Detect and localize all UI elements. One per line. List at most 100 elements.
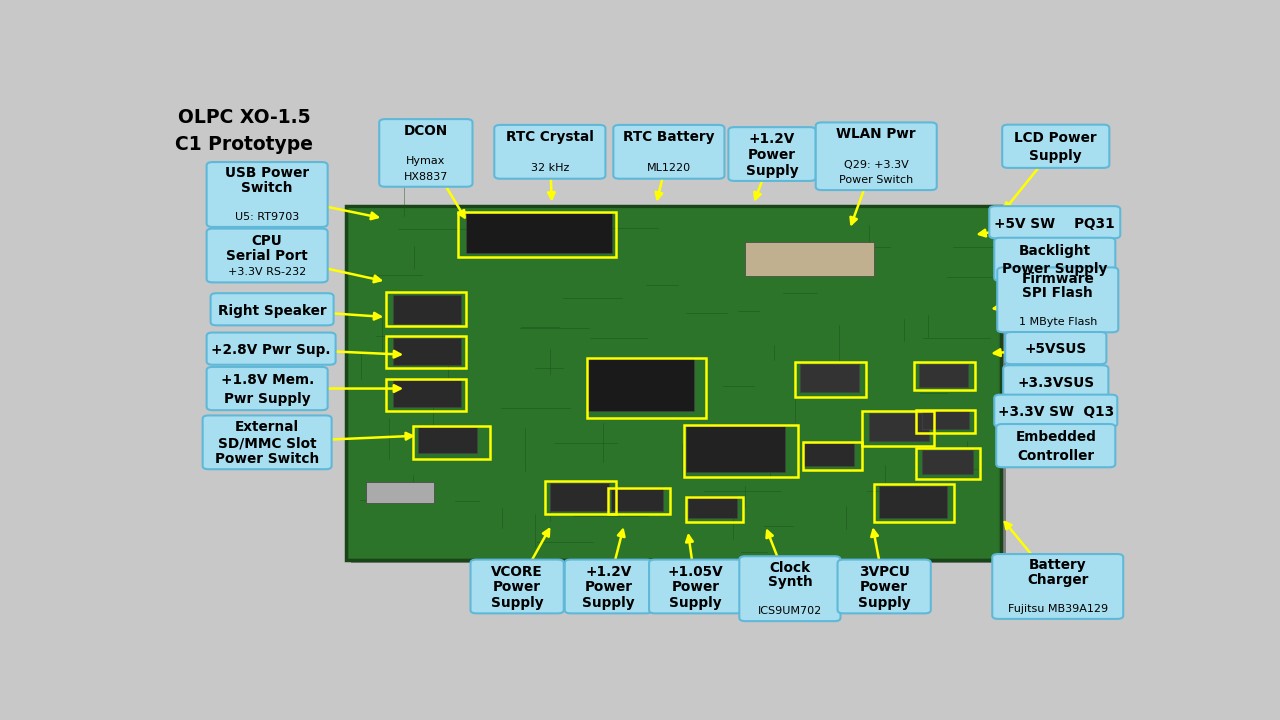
Bar — [869, 413, 929, 441]
Bar — [863, 411, 934, 446]
Text: OLPC XO-1.5
C1 Prototype: OLPC XO-1.5 C1 Prototype — [175, 108, 314, 153]
Text: Supply: Supply — [1029, 149, 1082, 163]
Text: Q29: +3.3V: Q29: +3.3V — [844, 160, 909, 170]
Text: +3.3V RS-232: +3.3V RS-232 — [228, 267, 306, 277]
Text: +5VSUS: +5VSUS — [1025, 342, 1087, 356]
Text: U5: RT9703: U5: RT9703 — [236, 212, 300, 222]
FancyBboxPatch shape — [995, 238, 1115, 281]
FancyBboxPatch shape — [206, 162, 328, 227]
Bar — [686, 497, 744, 521]
Text: Supply: Supply — [582, 596, 635, 610]
Text: +5V SW    PQ31: +5V SW PQ31 — [995, 217, 1115, 230]
Bar — [879, 485, 947, 518]
Text: Power: Power — [672, 580, 719, 594]
FancyBboxPatch shape — [992, 554, 1124, 619]
Text: SPI Flash: SPI Flash — [1023, 287, 1093, 300]
FancyBboxPatch shape — [211, 293, 334, 325]
Text: Firmware: Firmware — [1021, 271, 1094, 286]
Bar — [922, 449, 974, 474]
Text: +1.2V: +1.2V — [585, 564, 631, 579]
Text: Controller: Controller — [1018, 449, 1094, 463]
Text: Supply: Supply — [858, 596, 910, 610]
FancyBboxPatch shape — [494, 125, 605, 179]
Text: Power: Power — [493, 580, 541, 594]
Bar — [803, 442, 863, 470]
Bar — [586, 358, 694, 410]
FancyBboxPatch shape — [1005, 332, 1106, 364]
Bar — [745, 242, 874, 276]
Text: Right Speaker: Right Speaker — [218, 304, 326, 318]
Text: SD/MMC Slot: SD/MMC Slot — [218, 436, 316, 450]
Bar — [387, 292, 466, 326]
Bar — [545, 481, 617, 514]
FancyBboxPatch shape — [206, 367, 328, 410]
Text: Clock: Clock — [769, 561, 810, 575]
Bar — [413, 426, 490, 459]
Text: DCON: DCON — [403, 124, 448, 138]
Bar — [800, 364, 859, 392]
Text: +1.2V: +1.2V — [749, 132, 795, 146]
FancyBboxPatch shape — [837, 559, 931, 613]
FancyBboxPatch shape — [206, 333, 335, 365]
Text: External: External — [236, 420, 300, 434]
Bar — [916, 410, 975, 433]
Bar — [417, 427, 477, 454]
Text: Embedded: Embedded — [1015, 431, 1096, 444]
Text: ICS9UM702: ICS9UM702 — [758, 606, 822, 616]
FancyBboxPatch shape — [206, 229, 328, 282]
Bar — [387, 379, 466, 410]
FancyBboxPatch shape — [349, 208, 998, 557]
Text: RTC Battery: RTC Battery — [623, 130, 714, 144]
FancyBboxPatch shape — [379, 119, 472, 186]
Bar — [608, 487, 669, 514]
Bar — [366, 482, 434, 503]
Text: Power: Power — [585, 580, 632, 594]
Bar — [550, 483, 609, 510]
Text: Supply: Supply — [669, 596, 722, 610]
Text: Synth: Synth — [768, 575, 813, 589]
Text: 3VPCU: 3VPCU — [859, 564, 910, 579]
Text: 1 MByte Flash: 1 MByte Flash — [1019, 318, 1097, 328]
Bar — [919, 364, 969, 387]
Text: CPU: CPU — [252, 233, 283, 248]
Text: +1.8V Mem.: +1.8V Mem. — [220, 373, 314, 387]
Text: Power: Power — [748, 148, 796, 162]
Bar — [916, 449, 980, 479]
FancyBboxPatch shape — [649, 559, 742, 613]
Text: VCORE: VCORE — [492, 564, 543, 579]
FancyBboxPatch shape — [728, 127, 815, 181]
Bar — [393, 380, 461, 407]
FancyBboxPatch shape — [815, 122, 937, 190]
Bar — [393, 338, 461, 365]
Text: Supply: Supply — [490, 596, 544, 610]
Text: Power Switch: Power Switch — [215, 452, 319, 466]
Text: Power Supply: Power Supply — [1002, 262, 1107, 276]
Text: +3.3VSUS: +3.3VSUS — [1018, 376, 1094, 390]
Bar — [803, 443, 855, 466]
FancyBboxPatch shape — [997, 267, 1119, 332]
FancyBboxPatch shape — [740, 557, 841, 621]
FancyBboxPatch shape — [352, 208, 1006, 563]
FancyBboxPatch shape — [471, 559, 563, 613]
Text: Backlight: Backlight — [1019, 244, 1091, 258]
Text: +2.8V Pwr Sup.: +2.8V Pwr Sup. — [211, 343, 330, 357]
Bar — [393, 295, 461, 324]
Text: +3.3V SW  Q13: +3.3V SW Q13 — [997, 405, 1114, 419]
Bar — [458, 212, 617, 257]
Text: Power Switch: Power Switch — [840, 175, 914, 185]
Text: Power: Power — [860, 580, 909, 594]
Bar — [612, 487, 663, 510]
Text: USB Power: USB Power — [225, 166, 310, 181]
Bar — [914, 362, 975, 390]
Text: Charger: Charger — [1027, 573, 1088, 587]
FancyBboxPatch shape — [613, 125, 724, 179]
Bar — [586, 358, 705, 418]
Bar — [686, 426, 785, 472]
Text: Serial Port: Serial Port — [227, 249, 308, 264]
Text: 32 kHz: 32 kHz — [531, 163, 570, 174]
Text: HX8837: HX8837 — [403, 171, 448, 181]
Text: ML1220: ML1220 — [646, 163, 691, 174]
FancyBboxPatch shape — [996, 424, 1115, 467]
Text: Fujitsu MB39A129: Fujitsu MB39A129 — [1007, 604, 1107, 614]
FancyBboxPatch shape — [989, 206, 1120, 238]
